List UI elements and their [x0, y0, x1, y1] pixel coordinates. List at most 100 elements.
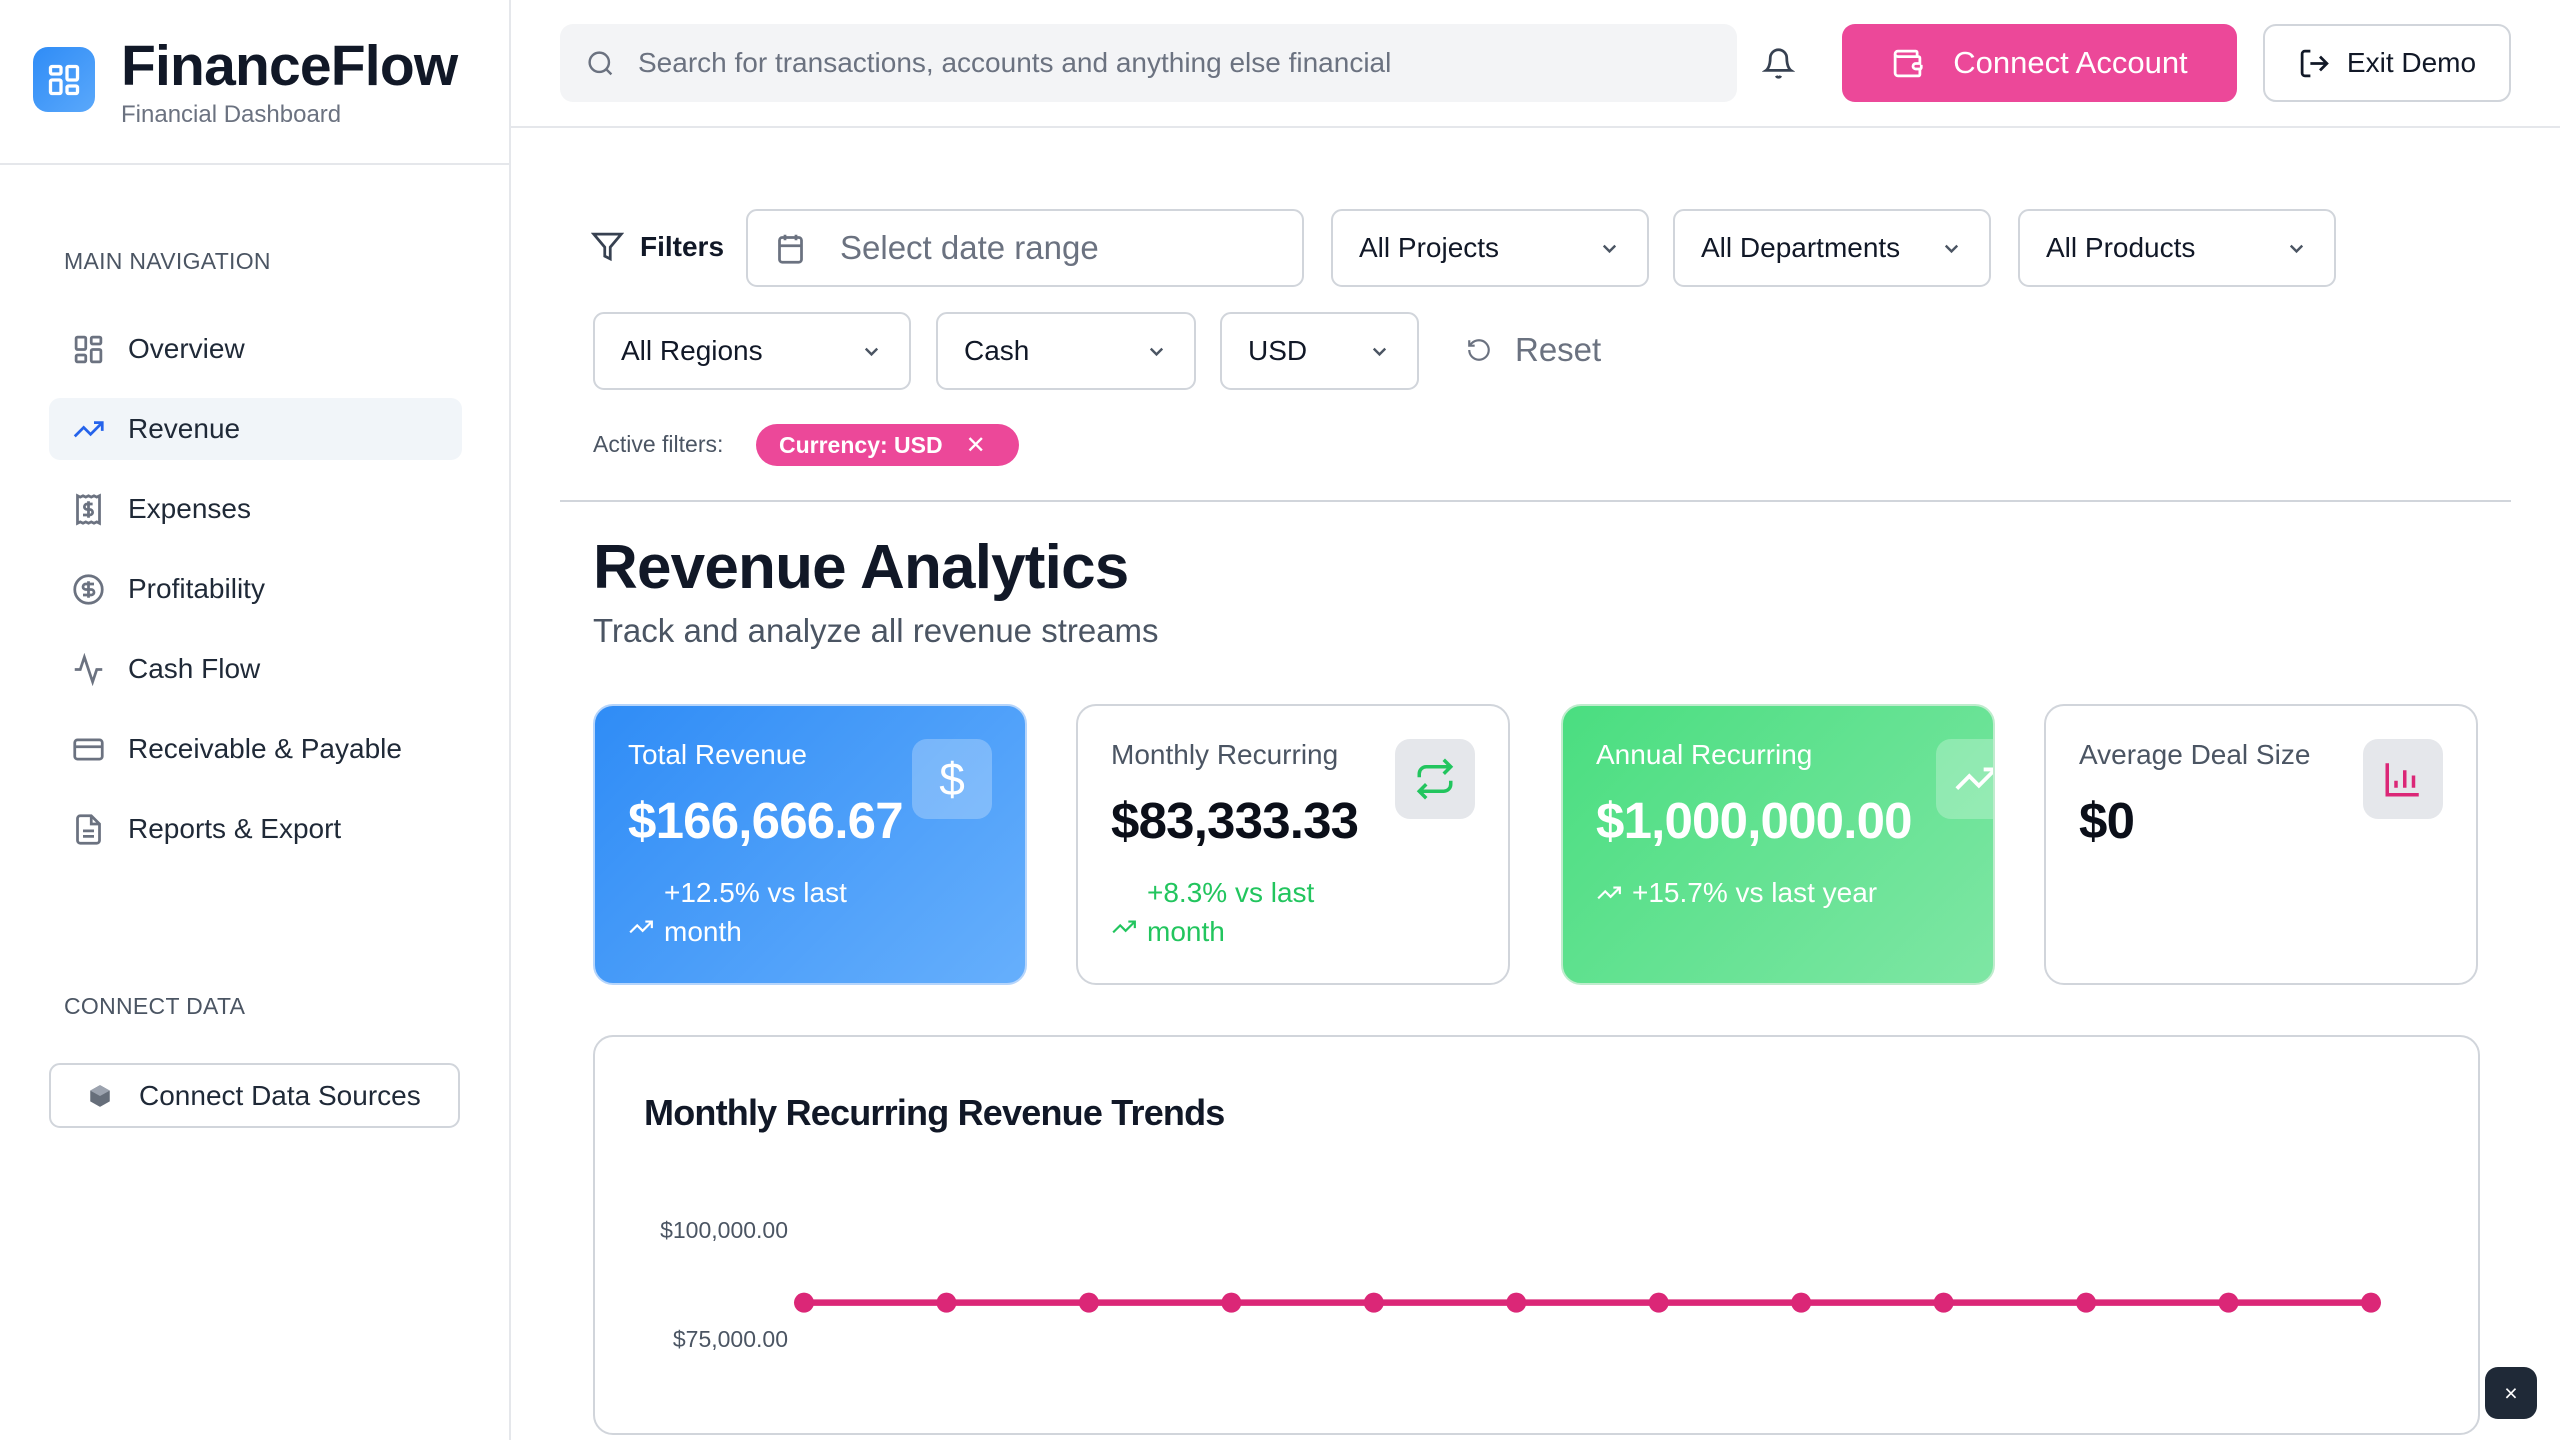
sidebar-item-label: Cash Flow	[128, 653, 261, 684]
close-icon: ×	[2504, 1379, 2518, 1406]
data-point[interactable]	[1078, 1292, 1099, 1313]
page-subtitle: Track and analyze all revenue streams	[593, 612, 1159, 649]
exit-demo-label: Exit Demo	[2346, 47, 2477, 78]
brand-subtitle: Financial Dashboard	[121, 101, 342, 128]
card-value: $0	[2079, 792, 2135, 849]
data-point[interactable]	[1791, 1292, 1812, 1313]
card-value: $166,666.67	[628, 792, 904, 849]
card-change-text: +12.5% vs last month	[664, 877, 847, 947]
dollar-icon: $	[912, 739, 992, 819]
trending-up-icon	[1597, 886, 1621, 899]
log-out-icon	[2300, 49, 2329, 77]
sidebar-item-reports-export[interactable]: Reports & Export	[49, 798, 462, 860]
reset-button[interactable]: Reset	[1466, 331, 1601, 369]
receipt-icon	[76, 493, 101, 525]
credit-card-icon	[73, 738, 104, 760]
data-point[interactable]	[1221, 1292, 1242, 1313]
departments-value: All Departments	[1701, 232, 1901, 263]
activity-icon	[74, 652, 103, 686]
search-input[interactable]	[638, 47, 1683, 79]
chevron-down-icon	[1149, 347, 1164, 356]
sidebar-item-profitability[interactable]: Profitability	[49, 558, 462, 620]
chevron-down-icon	[2289, 244, 2304, 253]
sidebar-item-expenses[interactable]: Expenses	[49, 478, 462, 540]
divider	[560, 500, 2511, 502]
average-deal-size-card: Average Deal Size $0	[2044, 704, 2478, 985]
connect-data-label: CONNECT DATA	[64, 993, 246, 1019]
trending-up-icon	[1112, 920, 1136, 933]
trending-up-icon	[629, 920, 653, 933]
file-text-icon	[76, 813, 101, 845]
mrr-trends-chart-card: $100,000.00 $75,000.00 Monthly Recurring…	[593, 1035, 2480, 1435]
y-tick-label: $100,000.00	[660, 1217, 788, 1243]
card-label: Average Deal Size	[2079, 739, 2311, 770]
regions-select[interactable]: All Regions	[593, 312, 911, 390]
rotate-ccw-icon	[1468, 339, 1490, 361]
sidebar-item-label: Receivable & Payable	[128, 733, 402, 764]
filters-label: Filters	[591, 230, 724, 263]
sidebar-item-label: Revenue	[128, 413, 241, 444]
dollar-circle-icon	[73, 573, 104, 605]
bell-icon[interactable]	[1761, 47, 1796, 85]
projects-value: All Projects	[1359, 232, 1500, 263]
active-filter-chip-label: Currency: USD	[779, 431, 943, 458]
filters-text: Filters	[640, 230, 725, 262]
connect-data-sources-label: Connect Data Sources	[139, 1079, 421, 1111]
sidebar-item-cash-flow[interactable]: Cash Flow	[49, 638, 462, 700]
currency-value: USD	[1248, 335, 1308, 366]
layout-grid-icon	[74, 335, 103, 363]
sidebar-item-receivable-payable[interactable]: Receivable & Payable	[49, 718, 462, 780]
date-range-picker[interactable]: Select date range	[746, 209, 1304, 287]
card-change: +12.5% vs last month	[628, 873, 992, 951]
connect-account-button[interactable]: Connect Account	[1842, 24, 2237, 102]
data-point[interactable]	[2218, 1292, 2239, 1313]
divider	[0, 163, 511, 165]
chevron-down-icon	[1602, 244, 1617, 253]
data-point[interactable]	[2361, 1292, 2381, 1313]
data-point[interactable]	[1933, 1292, 1954, 1313]
accounting-basis-select[interactable]: Cash	[936, 312, 1196, 390]
projects-select[interactable]: All Projects	[1331, 209, 1649, 287]
chart-title: Monthly Recurring Revenue Trends	[644, 1092, 1225, 1133]
brand-name: FinanceFlow	[121, 34, 458, 98]
regions-value: All Regions	[621, 335, 763, 366]
currency-select[interactable]: USD	[1220, 312, 1419, 390]
card-value: $1,000,000.00	[1596, 792, 1913, 849]
filter-icon	[591, 232, 624, 262]
line-chart: $100,000.00 $75,000.00	[660, 1217, 2381, 1352]
reset-label: Reset	[1515, 331, 1602, 368]
exit-demo-button[interactable]: Exit Demo	[2263, 24, 2511, 102]
y-tick-label: $75,000.00	[673, 1326, 788, 1352]
data-point[interactable]	[794, 1292, 814, 1313]
sidebar: FinanceFlow Financial Dashboard MAIN NAV…	[0, 0, 511, 1440]
sidebar-item-overview[interactable]: Overview	[49, 318, 462, 380]
main-navigation-label: MAIN NAVIGATION	[64, 248, 271, 274]
data-point[interactable]	[2076, 1292, 2097, 1313]
data-point[interactable]	[936, 1292, 957, 1313]
sidebar-item-label: Expenses	[128, 493, 251, 524]
close-icon[interactable]: ✕	[965, 431, 986, 459]
search-bar[interactable]	[560, 24, 1737, 102]
close-toast-button[interactable]: ×	[2485, 1367, 2537, 1419]
sidebar-item-revenue[interactable]: Revenue	[49, 398, 462, 460]
products-value: All Products	[2046, 232, 2196, 263]
sidebar-item-label: Profitability	[128, 573, 265, 604]
active-filters-label: Active filters:	[593, 431, 724, 457]
data-point[interactable]	[1363, 1292, 1384, 1313]
products-select[interactable]: All Products	[2018, 209, 2336, 287]
card-label: Monthly Recurring	[1111, 739, 1339, 770]
trending-up-icon	[1936, 739, 1993, 819]
logo-icon	[33, 47, 95, 112]
divider	[511, 126, 2560, 128]
departments-select[interactable]: All Departments	[1673, 209, 1991, 287]
sidebar-item-label: Reports & Export	[128, 813, 342, 844]
chevron-down-icon	[1372, 347, 1387, 356]
card-label: Total Revenue	[628, 739, 808, 770]
connect-data-sources-button[interactable]: Connect Data Sources	[49, 1063, 460, 1128]
repeat-icon	[1395, 739, 1475, 819]
search-icon	[588, 50, 613, 75]
page-title: Revenue Analytics	[593, 533, 1129, 602]
data-point[interactable]	[1648, 1292, 1669, 1313]
annual-recurring-card: Annual Recurring $1,000,000.00 +15.7% vs…	[1561, 704, 1995, 985]
data-point[interactable]	[1506, 1292, 1527, 1313]
